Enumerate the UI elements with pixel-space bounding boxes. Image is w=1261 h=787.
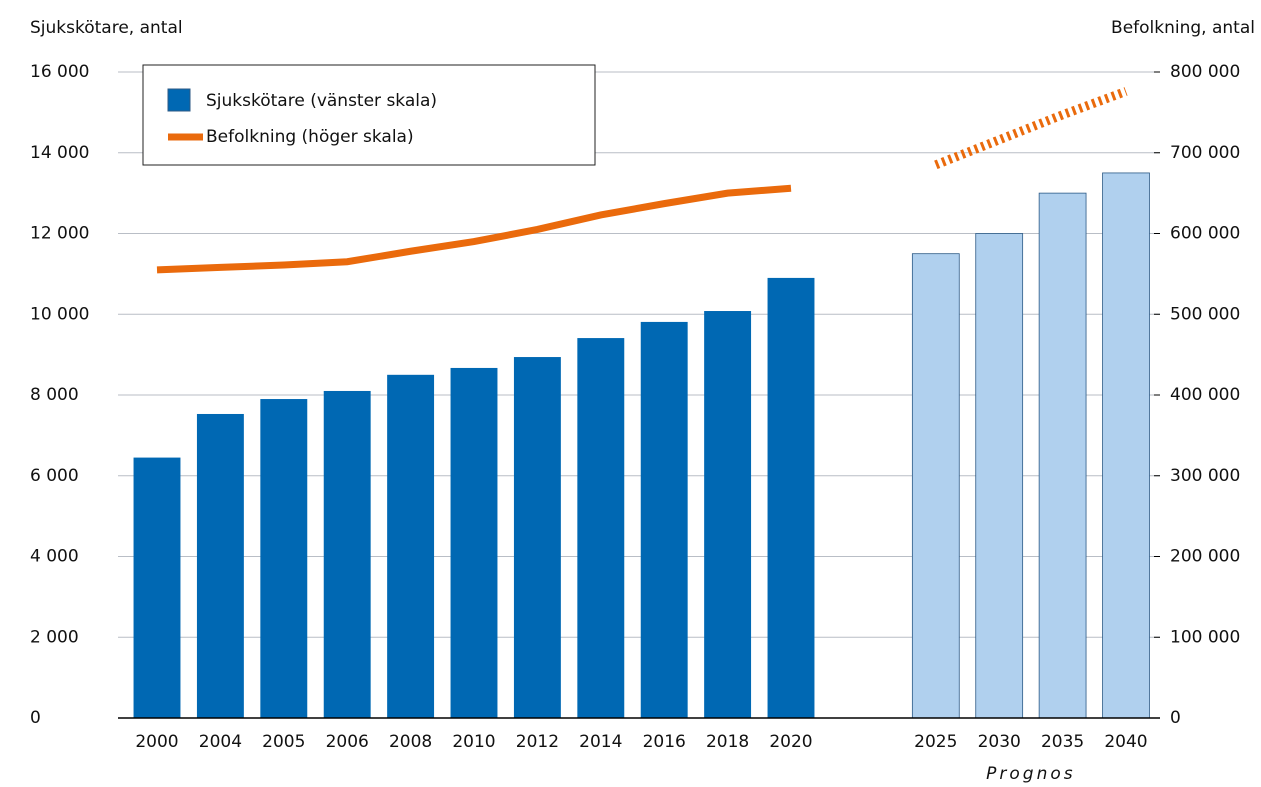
x-tick-label: 2030: [978, 732, 1021, 752]
bar: [450, 367, 498, 718]
bar: [1038, 192, 1087, 719]
forecast-label: Prognos: [986, 764, 1075, 784]
bar: [911, 253, 960, 719]
line: [156, 184, 792, 274]
x-tick-label: 2016: [643, 732, 686, 752]
x-tick-label: 2014: [579, 732, 622, 752]
bar: [640, 321, 688, 718]
x-tick-label: 2000: [135, 732, 178, 752]
x-tick-label: 2025: [914, 732, 957, 752]
x-tick-label: 2018: [706, 732, 749, 752]
legend-box: [142, 64, 596, 166]
bar: [196, 413, 244, 718]
y-tick-label: 14 000: [30, 143, 89, 163]
x-tick-label: 2005: [262, 732, 305, 752]
bar: [513, 357, 561, 718]
y2-tick-label: 0: [1170, 708, 1181, 728]
bar: [577, 338, 625, 718]
y-tick-label: 12 000: [30, 224, 89, 244]
y2-tick-label: 200 000: [1170, 547, 1240, 567]
bar: [1102, 172, 1150, 719]
bar: [767, 277, 815, 718]
legend: Sjukskötare (vänster skala) Befolkning (h…: [142, 64, 596, 166]
y2-tick-label: 300 000: [1170, 466, 1240, 486]
y-tick-label: 10 000: [30, 304, 89, 324]
bar: [387, 374, 435, 718]
y2-tick-label: 600 000: [1170, 224, 1240, 244]
y2-tick-label: 700 000: [1170, 143, 1240, 163]
legend-swatch: [167, 88, 191, 112]
bar: [704, 311, 752, 718]
x-tick-label: 2004: [199, 732, 242, 752]
y-tick-label: 16 000: [30, 62, 89, 82]
x-tick-label: 2035: [1041, 732, 1084, 752]
bar: [975, 233, 1024, 719]
bar: [323, 390, 371, 718]
x-tick-label: 2012: [516, 732, 559, 752]
x-tick-label: 2020: [769, 732, 812, 752]
y2-tick-label: 100 000: [1170, 627, 1240, 647]
legend-label: Sjukskötare (vänster skala): [206, 91, 437, 111]
x-tick-label: 2040: [1104, 732, 1147, 752]
line: [934, 87, 1128, 170]
y-axis-label: Sjukskötare, antal: [30, 18, 183, 38]
y-tick-label: 8 000: [30, 385, 79, 405]
y-tick-label: 2 000: [30, 627, 79, 647]
bar: [133, 457, 181, 718]
y2-tick-label: 800 000: [1170, 62, 1240, 82]
bar: [260, 399, 308, 718]
y-tick-label: 0: [30, 708, 41, 728]
y2-tick-label: 500 000: [1170, 304, 1240, 324]
y2-axis-label: Befolkning, antal: [1111, 18, 1255, 38]
x-tick-label: 2006: [326, 732, 369, 752]
legend-label: Befolkning (höger skala): [206, 127, 414, 147]
x-tick-label: 2010: [452, 732, 495, 752]
y-tick-label: 4 000: [30, 547, 79, 567]
y-tick-label: 6 000: [30, 466, 79, 486]
y2-tick-label: 400 000: [1170, 385, 1240, 405]
x-tick-label: 2008: [389, 732, 432, 752]
